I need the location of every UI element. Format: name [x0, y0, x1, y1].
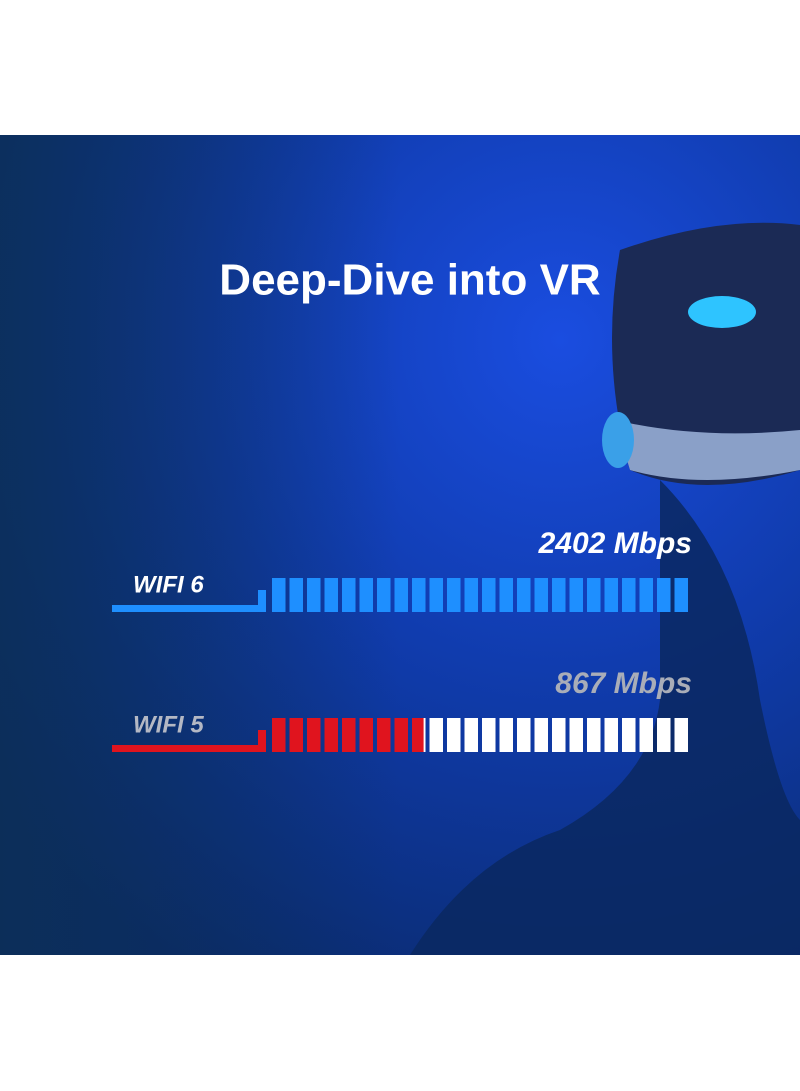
category-label: WIFI 5 — [133, 711, 204, 738]
chart-title: Deep-Dive into VR — [219, 256, 600, 305]
category-label: WIFI 6 — [133, 571, 204, 598]
value-label: 867 Mbps — [555, 667, 692, 700]
bar — [272, 578, 692, 612]
vr-headset — [410, 222, 800, 955]
value-label: 2402 Mbps — [538, 527, 692, 560]
bar — [272, 718, 424, 752]
bar-base — [112, 590, 266, 612]
bars: 2402 Mbps WIFI 6 867 Mbps WIFI 5 — [112, 527, 692, 752]
bar-base — [112, 730, 266, 752]
